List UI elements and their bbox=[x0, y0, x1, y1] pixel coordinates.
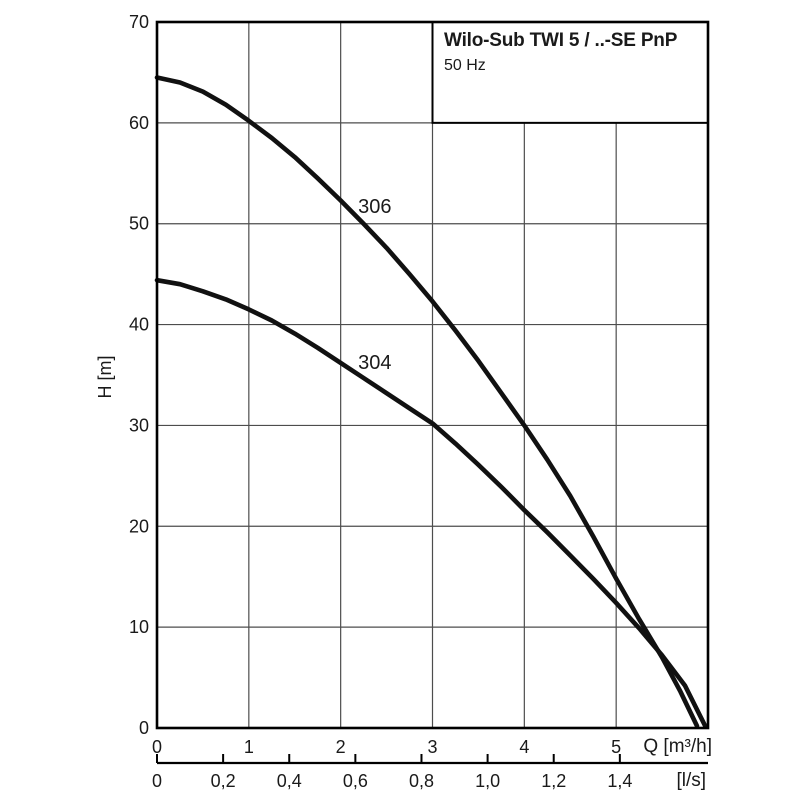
y-tick-label: 40 bbox=[129, 315, 149, 335]
y-tick-label: 10 bbox=[129, 617, 149, 637]
title-box bbox=[431, 21, 709, 124]
x-tick-label: 2 bbox=[336, 737, 346, 757]
x-tick-label: 5 bbox=[611, 737, 621, 757]
x2-tick-label: 0,6 bbox=[343, 771, 368, 791]
x-tick-label: 1 bbox=[244, 737, 254, 757]
x2-tick-label: 0,4 bbox=[277, 771, 302, 791]
y-tick-label: 60 bbox=[129, 113, 149, 133]
curve-306 bbox=[154, 75, 700, 729]
x-tick-label: 4 bbox=[519, 737, 529, 757]
x2-tick-label: 1,4 bbox=[607, 771, 632, 791]
x2-tick-label: 0 bbox=[152, 771, 162, 791]
y-tick-label: 0 bbox=[139, 718, 149, 738]
x-tick-label: 3 bbox=[427, 737, 437, 757]
x-tick-label: 0 bbox=[152, 737, 162, 757]
y-tick-label: 20 bbox=[129, 516, 149, 536]
plot-border bbox=[155, 20, 710, 730]
y-tick-label: 70 bbox=[129, 12, 149, 32]
y-tick-label: 50 bbox=[129, 214, 149, 234]
x2-tick-label: 1,2 bbox=[541, 771, 566, 791]
x2-tick-label: 1,0 bbox=[475, 771, 500, 791]
y-tick-label: 30 bbox=[129, 415, 149, 435]
x2-tick-label: 0,2 bbox=[211, 771, 236, 791]
curve-304 bbox=[154, 277, 708, 729]
x2-tick-label: 0,8 bbox=[409, 771, 434, 791]
